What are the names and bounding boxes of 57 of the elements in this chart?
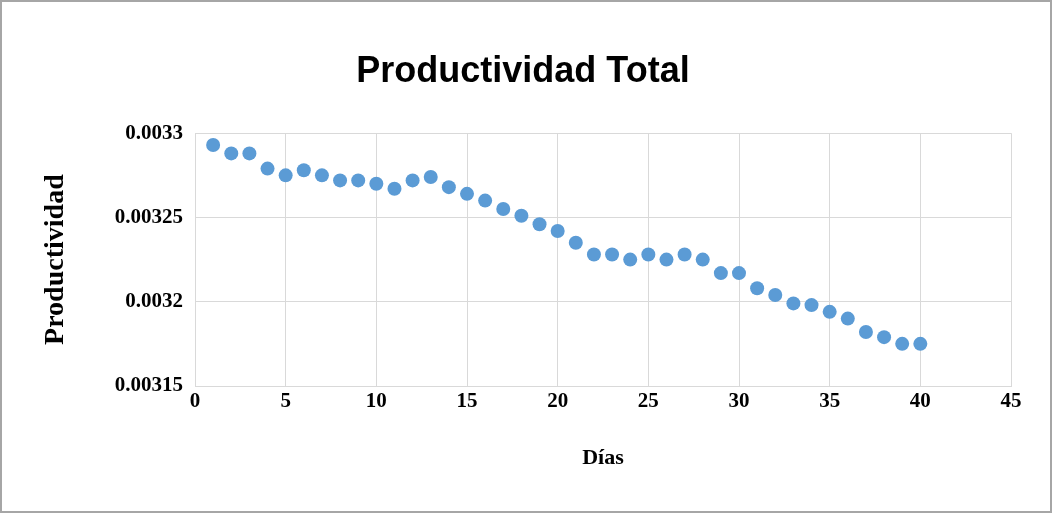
point <box>732 266 746 281</box>
point <box>496 202 511 217</box>
point <box>369 176 384 191</box>
chart-title: Productividad Total <box>356 48 690 90</box>
point <box>296 163 311 178</box>
x-tick-label: 5 <box>280 388 291 413</box>
point <box>750 281 765 296</box>
x-tick-label: 30 <box>728 388 750 413</box>
point <box>858 325 873 340</box>
point <box>550 223 565 238</box>
point <box>713 266 728 281</box>
point <box>314 168 329 183</box>
point <box>659 252 674 267</box>
point <box>804 298 819 313</box>
point <box>206 138 221 152</box>
point <box>786 296 801 311</box>
point <box>623 252 638 267</box>
point <box>695 252 710 267</box>
point <box>840 311 855 326</box>
point <box>278 168 293 183</box>
x-axis-title: Días <box>582 444 625 470</box>
y-tick-label: 0.0032 <box>125 288 183 313</box>
x-tick-label: 35 <box>819 388 841 413</box>
x-tick-label: 10 <box>365 388 387 413</box>
point <box>405 173 420 188</box>
point <box>586 247 601 262</box>
point <box>460 186 474 201</box>
y-axis-title: Productividad <box>38 173 70 345</box>
point <box>532 217 547 232</box>
point <box>877 330 892 345</box>
x-tick-label: 45 <box>1000 388 1022 413</box>
point <box>768 287 783 302</box>
x-tick-label: 20 <box>547 388 569 413</box>
point <box>242 146 257 161</box>
point <box>478 193 493 208</box>
point <box>822 304 837 319</box>
point <box>441 180 456 195</box>
x-tick-label: 40 <box>909 388 931 413</box>
point <box>641 247 656 262</box>
point <box>387 181 402 196</box>
point <box>568 235 583 250</box>
point <box>895 336 910 351</box>
point <box>514 208 529 223</box>
point <box>677 247 692 262</box>
y-tick-label: 0.0033 <box>125 119 183 144</box>
y-tick-label: 0.00315 <box>114 372 183 397</box>
y-tick-label: 0.00325 <box>114 203 183 228</box>
x-tick-label: 15 <box>456 388 478 413</box>
x-tick-label: 0 <box>189 388 201 413</box>
point <box>351 173 366 188</box>
point <box>260 161 275 176</box>
point <box>913 336 928 351</box>
point <box>605 247 620 262</box>
point <box>423 170 438 185</box>
point <box>224 146 239 161</box>
x-tick-label: 25 <box>637 388 659 413</box>
point <box>333 173 348 188</box>
